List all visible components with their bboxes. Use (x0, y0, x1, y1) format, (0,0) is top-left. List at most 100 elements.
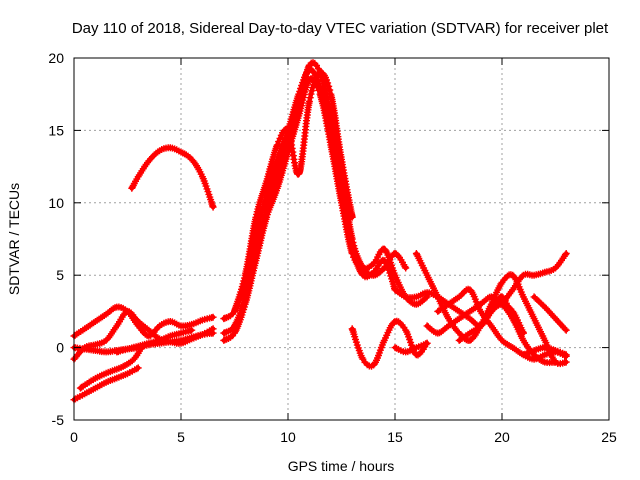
data-point (168, 339, 173, 344)
data-point (542, 338, 547, 343)
data-point (82, 326, 87, 331)
y-tick-label: 0 (56, 340, 64, 356)
data-point (446, 316, 451, 321)
data-point (103, 338, 109, 343)
data-point (125, 346, 130, 352)
y-tick-label: 20 (48, 50, 64, 66)
data-point (489, 323, 494, 329)
data-point (317, 92, 323, 97)
x-tick-label: 0 (70, 429, 78, 445)
data-point (157, 148, 162, 153)
data-point (232, 330, 237, 336)
data-point (146, 341, 152, 346)
data-point (221, 330, 226, 336)
data-point (125, 371, 130, 376)
data-point (253, 258, 259, 263)
data-point (285, 128, 291, 133)
data-point (489, 309, 494, 314)
data-point (157, 338, 162, 343)
data-point (457, 316, 462, 321)
data-point (414, 302, 419, 307)
data-point (564, 352, 569, 357)
data-point (531, 348, 537, 353)
data-point (489, 302, 494, 307)
data-point (521, 330, 526, 336)
data-point (564, 328, 569, 333)
data-point (478, 309, 483, 314)
data-point (317, 70, 323, 75)
data-point (136, 319, 141, 324)
series-arc-m (455, 300, 527, 344)
data-point (253, 215, 259, 220)
data-point (371, 261, 376, 266)
plot-frame (73, 57, 610, 421)
x-tick-label: 20 (494, 429, 510, 445)
data-point (296, 113, 301, 119)
series-arc-o (530, 293, 570, 334)
series-arc-h (391, 339, 431, 356)
data-point (131, 357, 137, 362)
data-point (564, 359, 569, 365)
data-point (553, 348, 558, 353)
data-point (403, 349, 408, 355)
axis-ticks: 0 5 10 15 20 25 -5 0 5 10 15 20 (48, 50, 617, 445)
data-point (88, 378, 94, 384)
data-point (125, 309, 130, 314)
data-point (121, 364, 126, 369)
data-point (339, 200, 344, 205)
data-point (136, 365, 141, 371)
data-point (103, 380, 109, 385)
x-tick-label: 5 (177, 429, 185, 445)
data-point (328, 142, 333, 148)
data-point (392, 287, 398, 292)
data-point (382, 258, 387, 263)
series-peak-4 (231, 68, 356, 315)
x-tick-label: 25 (601, 429, 617, 445)
data-point (296, 171, 301, 176)
data-point (93, 319, 98, 324)
data-point (210, 204, 216, 210)
data-point (499, 280, 505, 285)
data-point (168, 333, 173, 339)
data-point (82, 391, 87, 397)
data-point (93, 348, 98, 353)
data-point (510, 273, 515, 278)
data-point (200, 317, 205, 323)
series-peak-3 (220, 75, 431, 344)
data-point (136, 174, 141, 179)
data-point (360, 265, 366, 271)
data-point (414, 251, 419, 256)
data-point (275, 157, 280, 162)
data-point (478, 323, 483, 329)
data-point (307, 67, 312, 72)
y-tick-label: 15 (48, 122, 64, 138)
data-point (285, 149, 291, 155)
data-point (457, 309, 462, 314)
data-point (103, 312, 109, 317)
chart-title: Day 110 of 2018, Sidereal Day-to-day VTE… (72, 20, 609, 37)
data-point (339, 178, 344, 184)
data-point (232, 309, 237, 314)
data-point (114, 375, 120, 381)
data-point (371, 270, 376, 275)
data-point (457, 330, 462, 336)
data-point (350, 251, 355, 256)
data-point (129, 186, 134, 191)
series-layer (70, 59, 570, 404)
data-point (264, 193, 269, 198)
data-point (350, 326, 355, 331)
data-point (157, 323, 162, 329)
data-point (542, 352, 547, 357)
data-point (93, 385, 98, 391)
series-plus-markers (220, 75, 431, 344)
data-point (392, 345, 398, 350)
data-point (435, 330, 440, 336)
data-point (210, 315, 216, 320)
data-point (499, 294, 505, 300)
data-point (457, 338, 462, 343)
data-point (510, 345, 515, 350)
data-point (146, 158, 152, 163)
series-arc-e (76, 342, 146, 392)
y-tick-label: 10 (48, 195, 64, 211)
data-point (542, 304, 547, 310)
